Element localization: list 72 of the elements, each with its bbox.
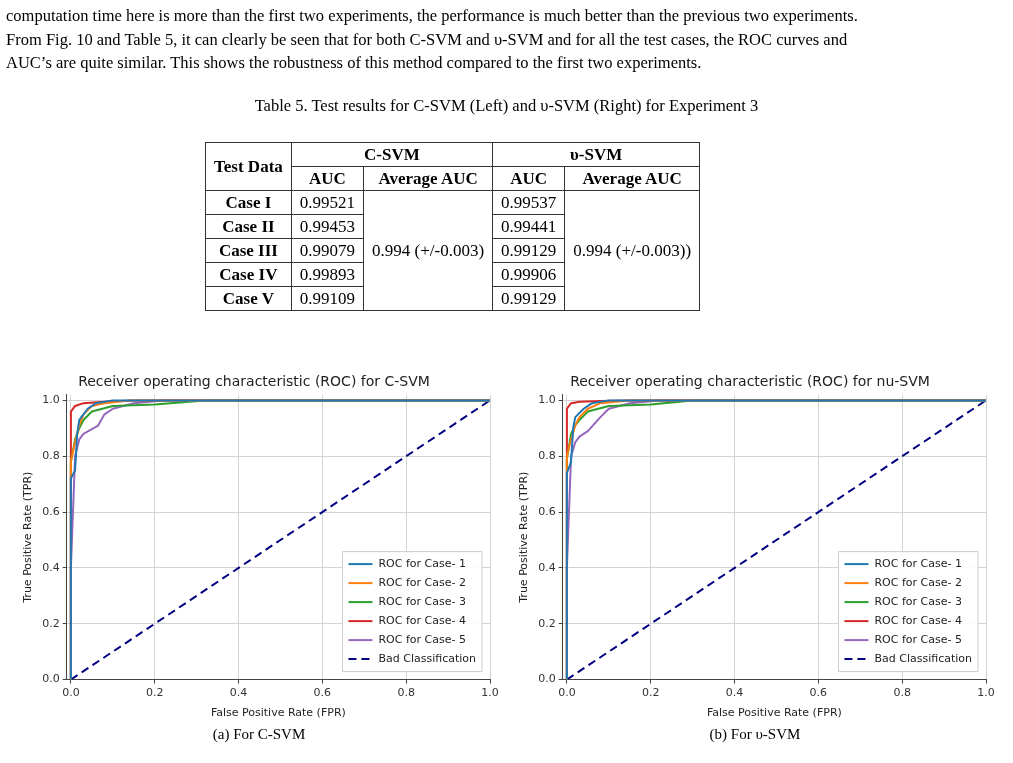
- text: Case IV: [219, 265, 278, 284]
- x-axis-title: False Positive Rate (FPR): [706, 706, 842, 720]
- text: Case III: [218, 241, 278, 260]
- text: Test Data: [214, 157, 283, 176]
- legend-label: ROC for Case- 2: [378, 575, 466, 589]
- text: 0.99129: [501, 289, 557, 308]
- text: (b) For υ-SVM: [708, 726, 802, 743]
- text: Case II: [222, 217, 275, 236]
- y-tick-label: 0.2: [42, 616, 60, 630]
- legend-label: ROC for Case- 5: [378, 632, 466, 646]
- text: AUC’s are quite similar. This shows the robustness of this method compared to the first two experiments.: [6, 53, 702, 72]
- text: AUC: [309, 169, 346, 188]
- legend-label: ROC for Case- 4: [378, 613, 466, 627]
- y-tick-label: 0.4: [42, 560, 60, 574]
- chart-title: Receiver operating characteristic (ROC) for nu-SVM: [570, 373, 930, 390]
- y-tick-label: 0.0: [538, 672, 556, 686]
- x-tick-label: 0.6: [313, 686, 332, 700]
- x-tick-label: 1.0: [481, 686, 499, 700]
- text: υ-SVM: [569, 145, 623, 164]
- y-tick-label: 0.4: [538, 560, 556, 574]
- text: 0.994 (+/-0.003): [372, 241, 485, 260]
- x-axis-title: False Positive Rate (FPR): [210, 706, 346, 720]
- x-tick-label: 0.4: [725, 686, 744, 700]
- legend-label: ROC for Case- 5: [874, 632, 962, 646]
- x-tick-label: 0.2: [641, 686, 660, 700]
- legend-label: ROC for Case- 1: [874, 556, 962, 570]
- y-tick-label: 1.0: [538, 393, 556, 407]
- y-tick-label: 1.0: [42, 393, 60, 407]
- text: 0.99537: [501, 193, 557, 212]
- text: 0.99521: [299, 193, 356, 212]
- text: Table 5. Test results for C-SVM (Left) and υ-SVM (Right) for Experiment 3: [253, 96, 760, 116]
- chart-title: Receiver operating characteristic (ROC) for C-SVM: [78, 373, 430, 390]
- x-tick-label: 0.8: [397, 686, 415, 700]
- x-tick-label: 0.6: [809, 686, 828, 700]
- text: Case V: [222, 289, 274, 308]
- x-tick-label: 0.0: [558, 686, 576, 700]
- x-tick-label: 0.8: [893, 686, 911, 700]
- text: (a) For C-SVM: [211, 726, 307, 743]
- x-tick-label: 1.0: [977, 686, 995, 700]
- legend-label: Bad Classification: [874, 651, 973, 665]
- text: computation time here is more than the first two experiments, the performance is much better than the previous two experiments.: [6, 6, 858, 25]
- text: 0.99893: [299, 265, 356, 284]
- text: Average AUC: [378, 169, 478, 188]
- legend-label: ROC for Case- 3: [378, 594, 466, 608]
- text: C-SVM: [364, 145, 420, 164]
- x-tick-label: 0.4: [229, 686, 248, 700]
- text: 0.99906: [501, 265, 557, 284]
- text: 0.99129: [501, 241, 557, 260]
- y-axis-title: True Positive Rate (TPR): [21, 471, 35, 604]
- legend-label: ROC for Case- 4: [874, 613, 962, 627]
- text: 0.994 (+/-0.003)): [573, 241, 692, 260]
- y-axis-title: True Positive Rate (TPR): [517, 471, 531, 604]
- y-tick-label: 0.0: [42, 672, 60, 686]
- y-tick-label: 0.6: [42, 504, 60, 518]
- text: 0.99079: [299, 241, 356, 260]
- legend-label: ROC for Case- 2: [874, 575, 962, 589]
- text: 0.99453: [299, 217, 356, 236]
- text: 0.99109: [299, 289, 356, 308]
- y-tick-label: 0.2: [538, 616, 556, 630]
- legend-label: ROC for Case- 1: [378, 556, 466, 570]
- y-tick-label: 0.8: [538, 449, 556, 463]
- text: Average AUC: [582, 169, 682, 188]
- y-tick-label: 0.8: [42, 449, 60, 463]
- text: Case I: [225, 193, 272, 212]
- legend-label: ROC for Case- 3: [874, 594, 962, 608]
- text: From Fig. 10 and Table 5, it can clearly be seen that for both C-SVM and υ-SVM and for all the test cases, the ROC curves and: [6, 29, 848, 49]
- x-tick-label: 0.2: [145, 686, 164, 700]
- x-tick-label: 0.0: [62, 686, 80, 700]
- text: AUC: [510, 169, 548, 188]
- text: 0.99441: [501, 217, 557, 236]
- legend-label: Bad Classification: [378, 651, 477, 665]
- y-tick-label: 0.6: [538, 504, 556, 518]
